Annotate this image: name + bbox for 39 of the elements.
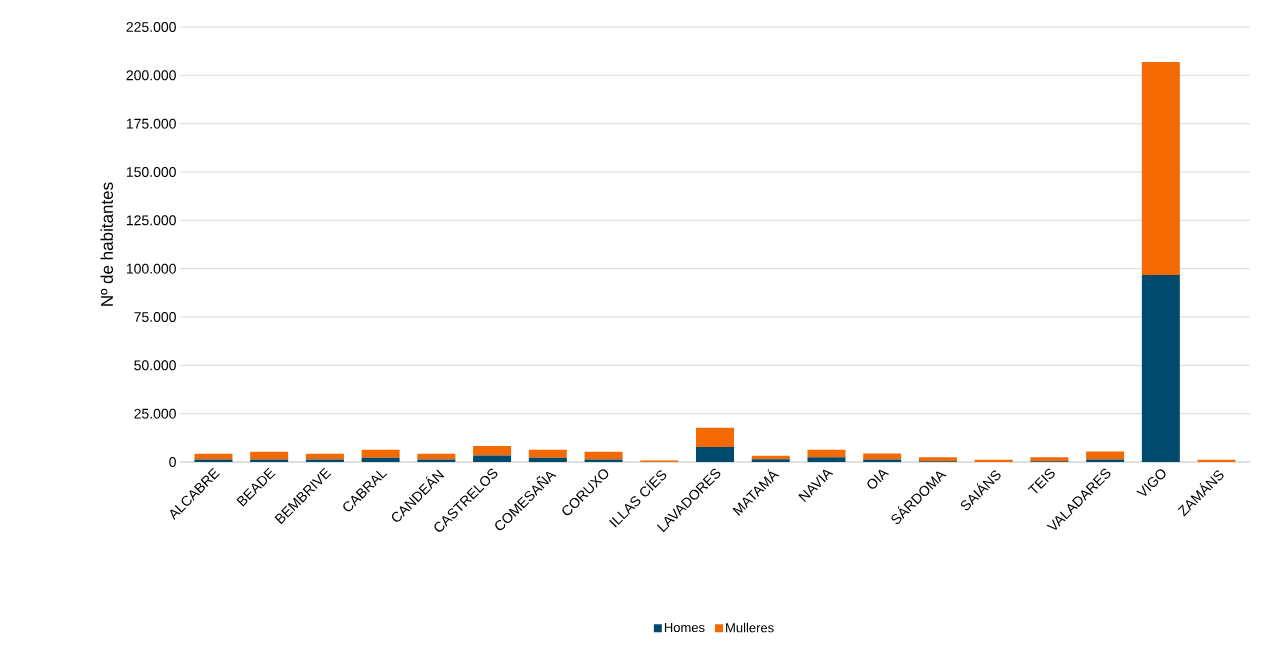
- bar: [528, 457, 567, 462]
- y-tick-label: 25.000: [134, 408, 176, 419]
- bar: [1086, 459, 1125, 462]
- bar: [250, 451, 289, 460]
- bar: [361, 457, 400, 462]
- y-tick-label: 200.000: [126, 70, 176, 81]
- y-tick-label: 150.000: [126, 167, 176, 177]
- x-tick-label: OIA: [867, 469, 890, 489]
- bar: [1141, 275, 1180, 462]
- bar: [696, 447, 735, 462]
- bar: [918, 457, 957, 462]
- y-tick-label: 0: [169, 457, 176, 467]
- bar: [473, 455, 512, 462]
- bar: [584, 451, 623, 460]
- bar: [194, 459, 233, 462]
- bar: [807, 449, 846, 458]
- y-axis-title: Nº de habitantes: [100, 182, 113, 306]
- bar: [361, 449, 400, 458]
- bar: [584, 459, 623, 462]
- bar: [863, 459, 902, 462]
- y-tick-label: 75.000: [134, 312, 176, 322]
- bar: [528, 449, 567, 458]
- y-tick-label: 175.000: [126, 118, 176, 129]
- y-tick-label: 225.000: [126, 22, 176, 32]
- bar: [863, 453, 902, 460]
- bar: [751, 459, 790, 462]
- bar: [1141, 61, 1180, 276]
- legend-label: Homes: [664, 623, 705, 633]
- bar: [305, 459, 344, 462]
- bar: [473, 445, 512, 456]
- legend-label: Mulleres: [726, 622, 774, 633]
- bar: [696, 427, 735, 448]
- bar: [250, 459, 289, 462]
- bar: [417, 459, 456, 462]
- y-tick-label: 100.000: [126, 263, 176, 274]
- y-tick-label: 50.000: [134, 360, 176, 371]
- bar: [807, 457, 846, 462]
- bar: [1030, 457, 1069, 462]
- y-tick-label: 125.000: [126, 215, 176, 226]
